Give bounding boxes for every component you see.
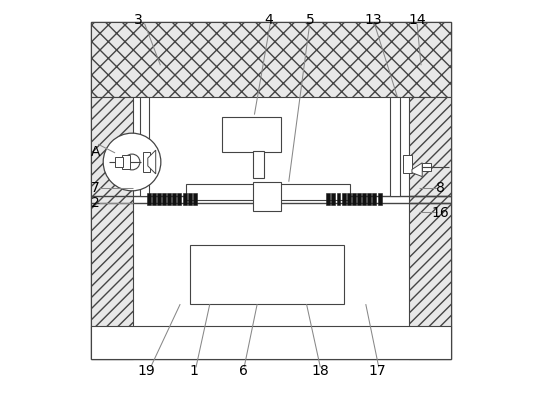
Bar — [362, 193, 366, 205]
Bar — [177, 193, 182, 205]
Text: A: A — [91, 145, 100, 159]
Bar — [347, 193, 351, 205]
Bar — [190, 245, 344, 304]
Bar — [222, 117, 281, 152]
Text: 8: 8 — [436, 181, 445, 195]
Text: 16: 16 — [432, 206, 450, 220]
Text: 2: 2 — [91, 196, 100, 210]
Bar — [357, 193, 361, 205]
Bar — [183, 193, 186, 205]
Bar — [331, 193, 335, 205]
Text: 18: 18 — [312, 364, 329, 378]
Circle shape — [103, 133, 161, 191]
Bar — [253, 182, 281, 211]
Polygon shape — [148, 150, 156, 174]
Bar — [172, 193, 176, 205]
Bar — [140, 97, 150, 196]
Text: 17: 17 — [369, 364, 386, 378]
Bar — [147, 193, 151, 205]
Text: 6: 6 — [239, 364, 248, 378]
Text: 3: 3 — [134, 13, 143, 27]
Bar — [92, 22, 450, 359]
Bar — [92, 326, 450, 359]
Bar — [122, 155, 130, 169]
Bar — [167, 193, 171, 205]
Text: 7: 7 — [91, 181, 100, 195]
Text: 13: 13 — [365, 13, 383, 27]
Bar — [143, 152, 150, 172]
Bar — [341, 193, 346, 205]
Bar — [92, 97, 133, 359]
Bar — [115, 157, 122, 167]
Bar — [352, 193, 356, 205]
Bar — [326, 193, 330, 205]
Bar — [337, 193, 340, 205]
Bar — [422, 163, 431, 171]
Bar — [162, 193, 166, 205]
Bar — [186, 184, 350, 200]
Bar — [157, 193, 161, 205]
Text: 5: 5 — [306, 13, 315, 27]
Circle shape — [124, 154, 140, 170]
Bar — [152, 193, 156, 205]
Text: 4: 4 — [264, 13, 273, 27]
Bar — [378, 193, 382, 205]
Bar — [409, 97, 450, 359]
Bar — [253, 151, 264, 178]
Bar — [390, 97, 399, 196]
Bar — [188, 193, 192, 205]
Bar — [193, 193, 197, 205]
Text: 14: 14 — [408, 13, 426, 27]
Polygon shape — [412, 163, 422, 177]
Text: 1: 1 — [190, 364, 198, 378]
Bar — [372, 193, 377, 205]
Bar — [367, 193, 371, 205]
Bar — [403, 155, 412, 173]
Text: 19: 19 — [138, 364, 156, 378]
Bar — [92, 22, 450, 97]
